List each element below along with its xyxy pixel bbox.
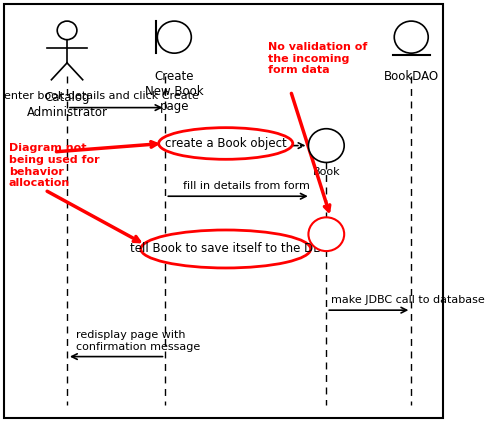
Text: tell Book to save itself to the DB: tell Book to save itself to the DB xyxy=(130,243,322,255)
Text: create a Book object: create a Book object xyxy=(165,137,286,150)
Ellipse shape xyxy=(141,230,310,268)
Ellipse shape xyxy=(158,127,293,159)
Text: enter book details and click Create: enter book details and click Create xyxy=(4,91,200,101)
Text: BookDAO: BookDAO xyxy=(384,70,439,83)
Text: fill in details from form: fill in details from form xyxy=(184,181,310,191)
Text: No validation of
the incoming
form data: No validation of the incoming form data xyxy=(268,42,368,76)
Text: make JDBC call to database: make JDBC call to database xyxy=(331,295,484,305)
Text: Diagram not
being used for
behavior
allocation: Diagram not being used for behavior allo… xyxy=(9,143,100,188)
Text: redisplay page with
confirmation message: redisplay page with confirmation message xyxy=(76,330,200,352)
Text: Catalog
Administrator: Catalog Administrator xyxy=(26,91,108,119)
Text: Create
New Book
page: Create New Book page xyxy=(145,70,204,113)
Circle shape xyxy=(308,129,344,162)
Text: Book: Book xyxy=(312,167,340,177)
Circle shape xyxy=(308,217,344,251)
